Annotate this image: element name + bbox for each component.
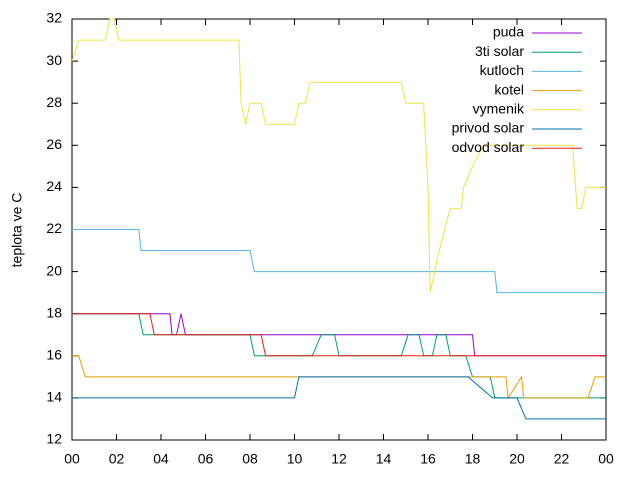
x-tick-label: 06 <box>198 451 214 467</box>
legend-label: puda <box>493 24 524 40</box>
series-line <box>72 229 606 294</box>
legend-label: kotel <box>494 81 524 97</box>
y-tick-label: 18 <box>46 304 62 320</box>
y-tick-label: 22 <box>46 220 62 236</box>
series-line <box>71 18 606 293</box>
y-tick-label: 32 <box>46 10 62 26</box>
x-tick-label: 20 <box>509 451 525 467</box>
series-line <box>72 313 606 399</box>
legend-label: kutloch <box>480 62 524 78</box>
legend-label: 3ti solar <box>475 43 524 59</box>
legend-label: odvod solar <box>452 139 525 155</box>
y-axis-label: teplota ve C <box>9 193 25 268</box>
x-tick-label: 00 <box>598 451 614 467</box>
x-tick-label: 04 <box>153 451 169 467</box>
y-tick-label: 12 <box>46 431 62 447</box>
x-tick-label: 18 <box>465 451 481 467</box>
x-tick-label: 10 <box>287 451 303 467</box>
legend-label: privod solar <box>452 120 525 136</box>
legend-label: vymenik <box>473 101 525 117</box>
x-tick-label: 00 <box>64 451 80 467</box>
y-tick-label: 28 <box>46 94 62 110</box>
series-line <box>72 313 606 357</box>
y-tick-label: 14 <box>46 389 62 405</box>
y-tick-label: 26 <box>46 136 62 152</box>
series-line <box>72 376 606 420</box>
y-tick-label: 16 <box>46 347 62 363</box>
x-tick-label: 14 <box>376 451 392 467</box>
x-tick-label: 08 <box>242 451 258 467</box>
x-tick-label: 02 <box>109 451 125 467</box>
x-tick-label: 16 <box>420 451 436 467</box>
series-line <box>72 313 606 357</box>
series-line <box>72 355 606 400</box>
y-tick-label: 24 <box>46 178 62 194</box>
y-tick-label: 20 <box>46 262 62 278</box>
x-tick-label: 22 <box>554 451 570 467</box>
y-tick-label: 30 <box>46 52 62 68</box>
x-tick-label: 12 <box>331 451 347 467</box>
